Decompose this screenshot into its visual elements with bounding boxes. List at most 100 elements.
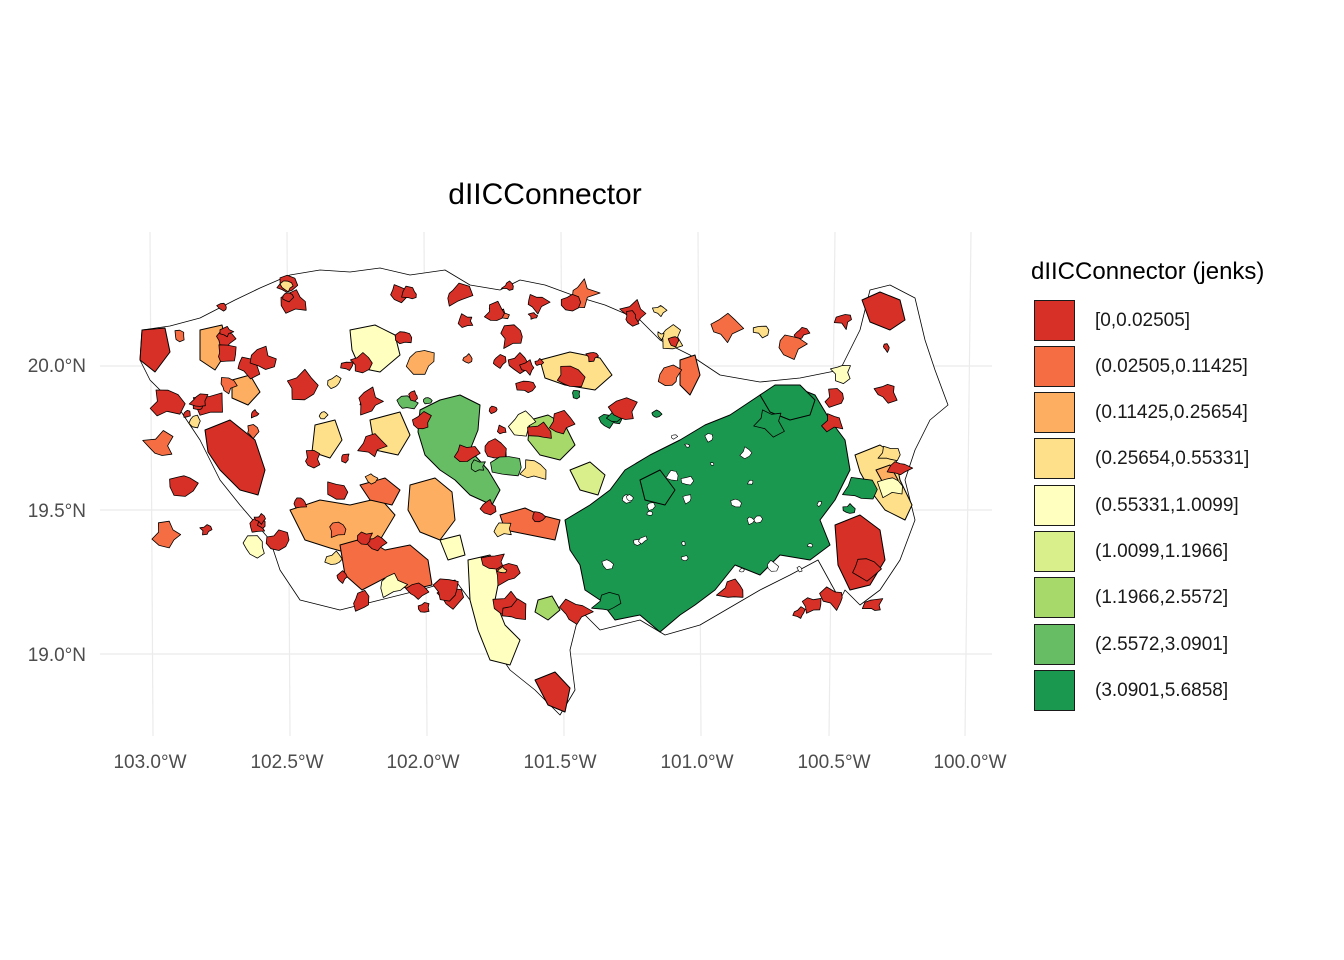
legend-title: dIICConnector (jenks) [1031, 258, 1265, 285]
region-class-2 [247, 424, 260, 440]
region-gap [601, 559, 614, 570]
graticule-meridian [964, 231, 972, 737]
region-class-1 [218, 344, 237, 363]
region-class-5 [242, 535, 265, 559]
region-class-1 [293, 497, 308, 509]
legend-label: (0.02505,0.11425] [1095, 356, 1248, 377]
x-tick-label: 102.5°W [250, 752, 324, 773]
region-class-1 [408, 390, 418, 402]
region-gap [746, 516, 755, 526]
y-tick-label: 20.0°N [27, 356, 86, 377]
legend-label: (0.11425,0.25654] [1095, 402, 1248, 423]
region-class-1 [500, 324, 523, 349]
region-class-1 [819, 586, 843, 611]
region-class-2 [329, 521, 347, 538]
region-gap [752, 515, 764, 524]
x-tick-label: 100.0°W [933, 752, 1007, 773]
region-class-1 [667, 336, 680, 348]
legend-swatch [1034, 438, 1075, 479]
region-class-4 [752, 325, 770, 339]
region-class-4 [327, 374, 342, 390]
region-class-1 [357, 433, 388, 458]
region-class-2 [142, 430, 174, 456]
region-class-1 [188, 393, 209, 407]
region-class-1 [496, 424, 507, 435]
region-class-9 [639, 469, 676, 506]
region-class-4 [496, 566, 508, 574]
region-class-1 [149, 389, 186, 417]
region-class-1 [169, 475, 199, 497]
x-tick-label: 102.0°W [386, 752, 460, 773]
region-class-1 [560, 293, 581, 312]
region-class-1 [824, 388, 844, 408]
legend-label: (0.25654,0.55331] [1095, 448, 1250, 469]
region-class-4 [877, 445, 901, 462]
region-class-1 [216, 302, 227, 312]
region-class-1 [327, 481, 349, 500]
region-class-3 [405, 350, 435, 375]
region-gap [730, 498, 742, 508]
region-class-1 [358, 386, 384, 416]
legend-label: (1.1966,2.5572] [1095, 587, 1229, 608]
region-class-1 [515, 380, 536, 394]
region-gap [646, 502, 656, 511]
region-gap [709, 462, 715, 466]
region-class-1 [861, 291, 906, 331]
region-class-1 [219, 325, 235, 338]
legend-swatch [1034, 485, 1075, 526]
region-class-1 [139, 327, 171, 373]
region-gap [665, 470, 679, 482]
region-class-9 [842, 476, 878, 500]
region-gap [684, 443, 691, 448]
region-class-1 [883, 343, 890, 353]
region-class-1 [249, 345, 277, 370]
region-class-1 [873, 383, 898, 404]
y-tick-label: 19.5°N [27, 501, 86, 522]
region-class-1 [479, 498, 497, 516]
region-class-2 [462, 353, 473, 364]
region-gap [747, 479, 754, 485]
legend-label: (1.0099,1.1966] [1095, 541, 1229, 562]
region-gap [767, 559, 780, 572]
region-class-1 [401, 285, 417, 300]
region-class-1 [411, 411, 432, 430]
legend-label: (3.0901,5.6858] [1095, 680, 1229, 701]
region-class-1 [447, 282, 474, 307]
region-class-1 [340, 361, 354, 371]
region-class-1 [532, 511, 547, 523]
legend-swatch [1034, 670, 1075, 711]
x-tick-label: 100.5°W [797, 752, 871, 773]
region-class-1 [793, 326, 811, 340]
legend-swatch [1034, 300, 1075, 341]
region-gap [626, 494, 634, 502]
region-class-1 [305, 449, 321, 469]
region-gap [807, 543, 814, 548]
legend-label: [0,0.02505] [1095, 310, 1191, 331]
region-class-4 [652, 305, 668, 318]
region-class-1 [534, 671, 571, 713]
legend-swatch [1034, 346, 1075, 387]
y-tick-label: 19.0°N [27, 645, 86, 666]
region-class-9 [651, 409, 663, 418]
region-gap [680, 475, 695, 486]
region-class-4 [279, 280, 294, 293]
legend-swatch [1034, 531, 1075, 572]
graticule-meridian [149, 231, 154, 737]
region-class-1 [833, 314, 852, 330]
region-class-1 [559, 598, 594, 625]
region-class-1 [534, 357, 545, 366]
region-class-1 [716, 578, 744, 598]
region-class-2 [151, 520, 182, 549]
legend-swatch [1034, 624, 1075, 665]
region-class-3 [231, 374, 261, 406]
region-class-1 [265, 529, 290, 551]
region-class-1 [607, 397, 638, 420]
region-class-1 [353, 590, 370, 612]
x-tick-label: 101.5°W [523, 752, 597, 773]
region-class-4 [493, 522, 512, 538]
region-class-1 [483, 300, 505, 321]
region-class-1 [417, 602, 430, 613]
region-gap [796, 565, 803, 573]
region-class-1 [183, 409, 191, 418]
